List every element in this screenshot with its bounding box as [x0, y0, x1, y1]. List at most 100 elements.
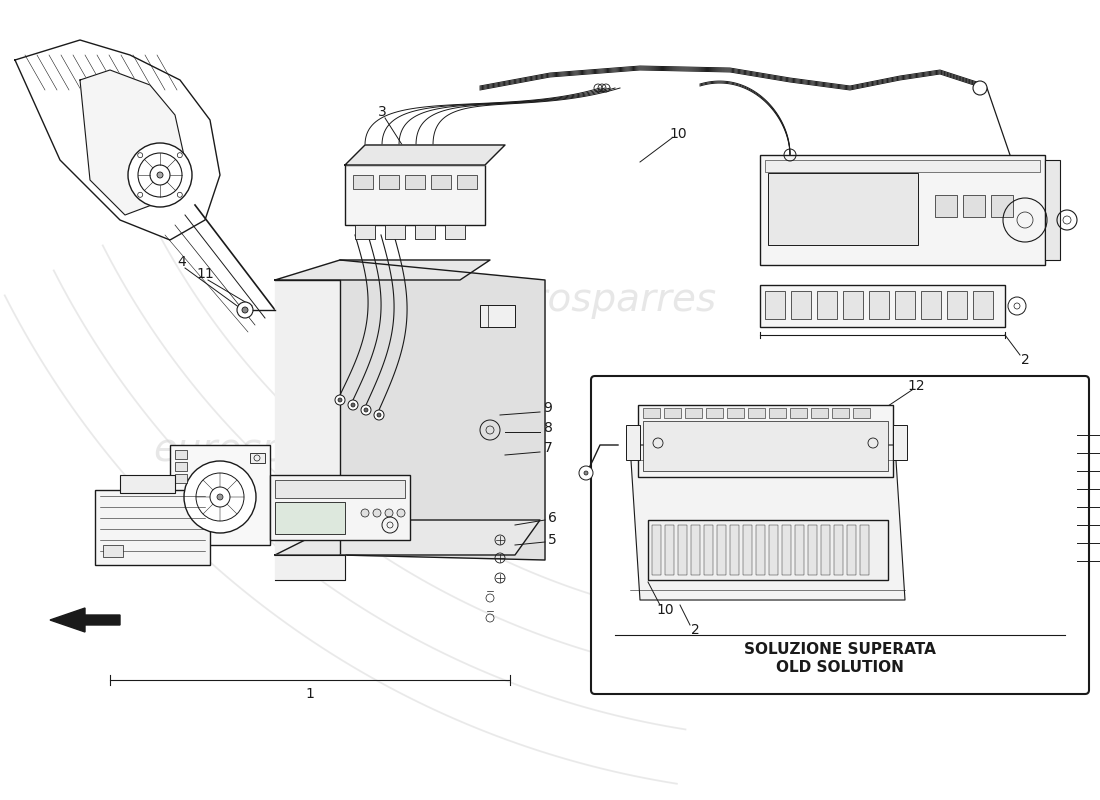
- Bar: [626, 425, 640, 460]
- Bar: [935, 195, 957, 217]
- Bar: [120, 475, 175, 493]
- Circle shape: [138, 192, 143, 198]
- Bar: [742, 525, 752, 575]
- Bar: [921, 291, 940, 319]
- Circle shape: [338, 398, 342, 402]
- Text: 5: 5: [548, 533, 557, 547]
- Bar: [764, 160, 1040, 172]
- Bar: [170, 445, 270, 545]
- Bar: [769, 525, 778, 575]
- Circle shape: [242, 307, 248, 313]
- Bar: [991, 195, 1013, 217]
- Text: 1: 1: [306, 687, 315, 701]
- Text: eurosparres: eurosparres: [483, 281, 716, 319]
- Bar: [808, 525, 817, 575]
- Bar: [385, 225, 405, 239]
- Bar: [706, 408, 723, 418]
- Circle shape: [374, 410, 384, 420]
- Polygon shape: [275, 280, 340, 555]
- Circle shape: [348, 400, 358, 410]
- Bar: [717, 525, 726, 575]
- Circle shape: [184, 461, 256, 533]
- Bar: [768, 173, 918, 245]
- Circle shape: [584, 471, 588, 475]
- Circle shape: [157, 172, 163, 178]
- Bar: [947, 291, 967, 319]
- Bar: [795, 525, 804, 575]
- Text: eurosparres: eurosparres: [153, 431, 386, 469]
- Circle shape: [974, 81, 987, 95]
- Text: 4: 4: [177, 255, 186, 269]
- Text: 6: 6: [548, 511, 557, 525]
- Bar: [727, 408, 744, 418]
- Bar: [175, 474, 187, 483]
- Circle shape: [138, 153, 143, 158]
- Polygon shape: [275, 555, 345, 580]
- Bar: [270, 475, 410, 540]
- Bar: [1045, 160, 1060, 260]
- Text: 7: 7: [543, 441, 552, 455]
- Bar: [456, 175, 477, 189]
- Bar: [834, 525, 843, 575]
- Bar: [791, 291, 811, 319]
- Bar: [974, 291, 993, 319]
- Bar: [638, 405, 893, 477]
- Bar: [756, 525, 764, 575]
- Text: 11: 11: [196, 267, 213, 281]
- Text: 2: 2: [691, 623, 700, 637]
- Bar: [480, 305, 515, 327]
- Bar: [760, 285, 1005, 327]
- Bar: [847, 525, 856, 575]
- Circle shape: [128, 143, 192, 207]
- Bar: [250, 453, 265, 463]
- Bar: [103, 545, 123, 557]
- Bar: [811, 408, 828, 418]
- Bar: [790, 408, 807, 418]
- Polygon shape: [15, 40, 220, 240]
- Bar: [95, 490, 210, 565]
- Bar: [821, 525, 830, 575]
- FancyBboxPatch shape: [591, 376, 1089, 694]
- Bar: [353, 175, 373, 189]
- Polygon shape: [630, 445, 905, 600]
- Bar: [843, 291, 864, 319]
- Circle shape: [361, 405, 371, 415]
- Bar: [893, 425, 907, 460]
- Circle shape: [397, 509, 405, 517]
- Circle shape: [579, 466, 593, 480]
- Bar: [832, 408, 849, 418]
- Bar: [678, 525, 688, 575]
- Text: eurosparres: eurosparres: [783, 431, 1016, 469]
- Text: 10: 10: [669, 127, 686, 141]
- Circle shape: [364, 408, 368, 412]
- Circle shape: [217, 494, 223, 500]
- Bar: [869, 291, 889, 319]
- Bar: [764, 291, 785, 319]
- Bar: [730, 525, 739, 575]
- Circle shape: [177, 153, 183, 158]
- Bar: [644, 408, 660, 418]
- Bar: [664, 408, 681, 418]
- Bar: [860, 525, 869, 575]
- Bar: [415, 225, 434, 239]
- Bar: [748, 408, 764, 418]
- Text: 12: 12: [908, 379, 925, 393]
- Text: 10: 10: [657, 603, 674, 617]
- Bar: [652, 525, 661, 575]
- Bar: [817, 291, 837, 319]
- Text: 9: 9: [543, 401, 552, 415]
- Text: 2: 2: [1021, 353, 1030, 367]
- Bar: [431, 175, 451, 189]
- Bar: [852, 408, 870, 418]
- Polygon shape: [340, 260, 544, 560]
- Circle shape: [236, 302, 253, 318]
- Bar: [379, 175, 399, 189]
- Text: OLD SOLUTION: OLD SOLUTION: [777, 661, 904, 675]
- Bar: [666, 525, 674, 575]
- Polygon shape: [275, 520, 540, 555]
- Polygon shape: [50, 608, 120, 632]
- Bar: [691, 525, 700, 575]
- Circle shape: [351, 403, 355, 407]
- Bar: [704, 525, 713, 575]
- Bar: [345, 165, 485, 225]
